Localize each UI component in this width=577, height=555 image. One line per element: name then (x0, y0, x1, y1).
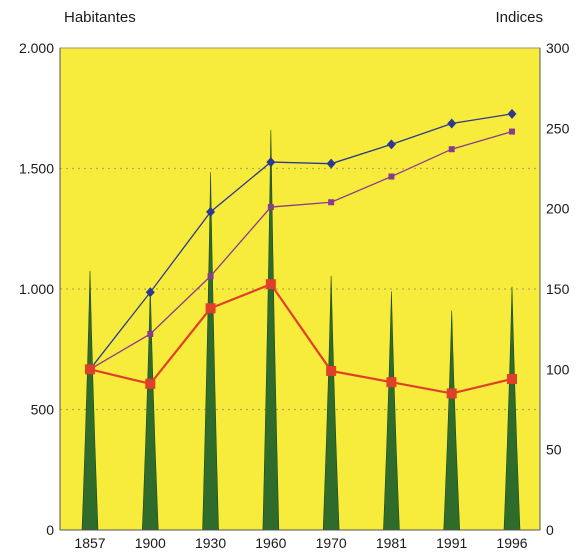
bar-1857 (81, 270, 99, 531)
right-tick-label-1: 50 (546, 442, 562, 458)
bar-1970 (322, 275, 340, 531)
left-tick-label-3: 1.500 (19, 161, 54, 177)
point-s0-1996 (507, 108, 517, 119)
point-s2-1970 (326, 365, 337, 376)
point-s1-1970 (328, 199, 335, 206)
point-s1-1991 (448, 146, 455, 153)
line-series-0 (89, 113, 513, 370)
right-tick-label-6: 300 (546, 40, 570, 56)
line-series-1 (89, 130, 513, 370)
bar-1996 (503, 286, 521, 531)
left-tick-label-4: 2.000 (19, 40, 54, 56)
right-axis-ticks: 0 50 100 150 200 250 300 (546, 40, 570, 538)
point-s0-1970 (326, 158, 336, 169)
x-tick-label-1991: 1991 (436, 535, 467, 551)
point-s1-1960 (267, 204, 274, 211)
point-s0-1960 (266, 157, 276, 168)
bar-1960 (262, 129, 280, 531)
x-tick-label-1857: 1857 (74, 535, 105, 551)
point-s1-1981 (388, 173, 395, 180)
left-tick-label-1: 500 (31, 402, 55, 418)
point-s2-1996 (507, 373, 517, 384)
point-s2-1991 (446, 388, 457, 399)
right-tick-label-0: 0 (546, 522, 554, 538)
x-tick-label-1930: 1930 (195, 535, 226, 551)
right-tick-label-4: 200 (546, 201, 570, 217)
x-tick-label-1970: 1970 (316, 535, 347, 551)
point-s2-1900 (145, 378, 156, 389)
point-s2-1981 (386, 377, 397, 388)
point-s2-1930 (205, 303, 216, 314)
right-tick-label-5: 250 (546, 120, 570, 136)
x-tick-label-1900: 1900 (135, 535, 166, 551)
point-s0-1930 (206, 206, 216, 217)
point-s1-1996 (509, 128, 515, 135)
right-tick-label-2: 100 (546, 361, 570, 377)
x-tick-label-1996: 1996 (496, 535, 527, 551)
x-tick-label-1960: 1960 (255, 535, 286, 551)
point-s1-1930 (207, 273, 214, 280)
axes (59, 48, 541, 531)
left-tick-label-0: 0 (46, 522, 54, 538)
left-tick-label-2: 1.000 (19, 281, 54, 297)
point-s0-1900 (145, 287, 155, 298)
point-s0-1991 (447, 118, 457, 129)
right-axis-title: Indices (495, 9, 543, 26)
point-s2-1960 (265, 279, 276, 290)
line-series-2 (89, 282, 513, 395)
x-axis-ticks: 1857 1900 1930 1960 1970 1981 1991 1996 (74, 535, 527, 551)
x-tick-label-1981: 1981 (376, 535, 407, 551)
right-tick-label-3: 150 (546, 281, 570, 297)
bar-1991 (443, 310, 461, 531)
point-s1-1900 (147, 330, 154, 337)
point-s0-1981 (386, 139, 396, 150)
spike-bars (81, 129, 521, 531)
point-s2-1857 (85, 364, 95, 375)
bar-1981 (383, 291, 400, 531)
left-axis-title: Habitantes (64, 9, 136, 26)
bar-1930 (202, 172, 219, 531)
left-axis-ticks: 0 500 1.000 1.500 2.000 (19, 40, 54, 538)
series-markers (85, 108, 517, 399)
series-lines (89, 113, 513, 395)
grid-lines (60, 167, 540, 411)
